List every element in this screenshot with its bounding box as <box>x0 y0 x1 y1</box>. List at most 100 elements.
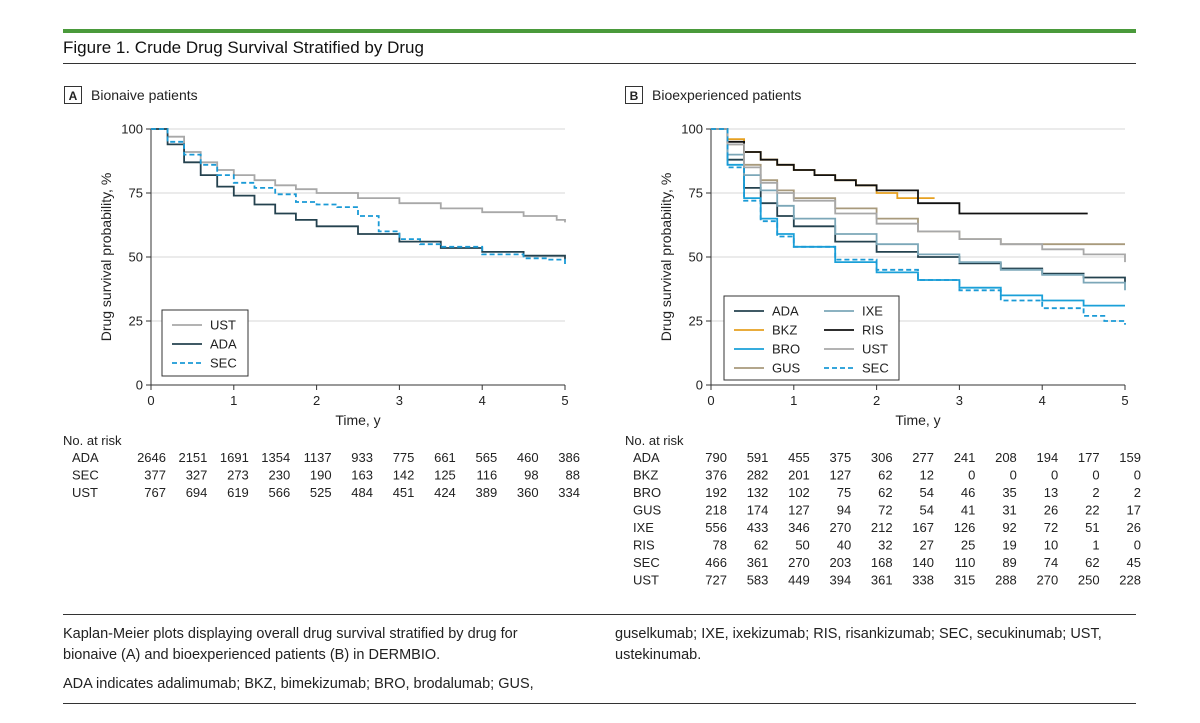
risk-cell: 270 <box>1036 573 1058 588</box>
caption-paragraph-1: Kaplan-Meier plots displaying overall dr… <box>63 626 518 663</box>
risk-cell: 282 <box>747 468 769 483</box>
y-tick-label: 75 <box>129 186 143 201</box>
x-tick-label: 1 <box>230 393 237 408</box>
risk-cell: 22 <box>1085 503 1099 518</box>
risk-cell: 451 <box>393 485 415 500</box>
risk-cell: 78 <box>713 538 727 553</box>
y-axis-label: Drug survival probability, % <box>658 173 674 342</box>
y-tick-label: 25 <box>689 314 703 329</box>
risk-row-label-ust: UST <box>633 573 659 588</box>
risk-cell: 775 <box>393 450 415 465</box>
y-tick-label: 0 <box>696 378 703 393</box>
risk-table-heading: No. at risk <box>63 433 122 448</box>
x-axis-label: Time, y <box>895 412 940 428</box>
risk-cell: 177 <box>1078 450 1100 465</box>
risk-cell: 270 <box>829 520 851 535</box>
risk-cell: 361 <box>747 555 769 570</box>
risk-cell: 54 <box>920 503 934 518</box>
risk-cell: 32 <box>878 538 892 553</box>
y-tick-label: 25 <box>129 314 143 329</box>
title-accent-bar <box>63 29 1136 33</box>
risk-cell: 159 <box>1119 450 1141 465</box>
risk-cell: 2151 <box>178 450 207 465</box>
risk-cell: 110 <box>955 555 976 570</box>
risk-cell: 74 <box>1044 555 1058 570</box>
series-line-sec <box>151 128 566 266</box>
risk-cell: 389 <box>475 485 497 500</box>
panel-b-letter: B <box>625 86 643 104</box>
risk-cell: 26 <box>1044 503 1058 518</box>
risk-cell: 346 <box>788 520 810 535</box>
risk-cell: 466 <box>705 555 727 570</box>
series-line-ixe <box>711 128 1126 291</box>
legend-label-ris: RIS <box>862 323 884 338</box>
panel-a-letter: A <box>64 86 82 104</box>
risk-cell: 386 <box>558 450 580 465</box>
risk-cell: 75 <box>837 485 851 500</box>
risk-cell: 72 <box>878 503 892 518</box>
risk-cell: 767 <box>144 485 166 500</box>
risk-cell: 41 <box>961 503 975 518</box>
risk-cell: 62 <box>1085 555 1099 570</box>
risk-row-label-gus: GUS <box>633 503 662 518</box>
risk-cell: 327 <box>186 468 208 483</box>
risk-cell: 35 <box>1002 485 1016 500</box>
risk-cell: 334 <box>558 485 580 500</box>
caption-column-2: guselkumab; IXE, ixekizumab; RIS, risank… <box>615 624 1135 674</box>
risk-cell: 50 <box>795 538 809 553</box>
risk-row-label-ust: UST <box>72 485 98 500</box>
risk-cell: 933 <box>351 450 373 465</box>
risk-cell: 565 <box>475 450 497 465</box>
risk-cell: 376 <box>705 468 727 483</box>
panel-b-header: B Bioexperienced patients <box>625 86 801 104</box>
caption-paragraph-3: guselkumab; IXE, ixekizumab; RIS, risank… <box>615 626 1102 663</box>
panel-a-header: A Bionaive patients <box>64 86 198 104</box>
risk-cell: 194 <box>1036 450 1058 465</box>
risk-cell: 190 <box>310 468 332 483</box>
risk-cell: 1691 <box>220 450 249 465</box>
risk-cell: 449 <box>788 573 810 588</box>
risk-cell: 192 <box>705 485 727 500</box>
risk-cell: 0 <box>1134 468 1141 483</box>
x-tick-label: 4 <box>1039 393 1046 408</box>
risk-cell: 126 <box>954 520 976 535</box>
risk-cell: 208 <box>995 450 1017 465</box>
risk-row-label-sec: SEC <box>72 468 99 483</box>
risk-cell: 375 <box>829 450 851 465</box>
risk-cell: 27 <box>920 538 934 553</box>
risk-row-label-sec: SEC <box>633 555 660 570</box>
risk-cell: 1354 <box>261 450 290 465</box>
risk-cell: 19 <box>1002 538 1016 553</box>
legend-box <box>161 309 249 377</box>
risk-cell: 17 <box>1127 503 1141 518</box>
risk-cell: 116 <box>476 468 497 483</box>
risk-cell: 102 <box>788 485 810 500</box>
panel-b-label: Bioexperienced patients <box>652 87 802 103</box>
risk-cell: 525 <box>310 485 332 500</box>
risk-cell: 174 <box>747 503 769 518</box>
y-axis-label: Drug survival probability, % <box>98 173 114 342</box>
legend-label-ixe: IXE <box>862 304 883 319</box>
risk-cell: 62 <box>754 538 768 553</box>
risk-cell: 424 <box>434 485 456 500</box>
series-line-ada <box>711 128 1126 283</box>
risk-cell: 2 <box>1092 485 1099 500</box>
risk-cell: 228 <box>1119 573 1141 588</box>
risk-cell: 433 <box>747 520 769 535</box>
legend-label-sec: SEC <box>862 361 889 376</box>
risk-cell: 1 <box>1092 538 1099 553</box>
x-tick-label: 0 <box>147 393 154 408</box>
y-tick-label: 50 <box>129 250 143 265</box>
legend-box <box>723 295 900 381</box>
caption-top-rule <box>63 614 1136 615</box>
figure-title: Figure 1. Crude Drug Survival Stratified… <box>63 38 424 57</box>
risk-row-label-ris: RIS <box>633 538 655 553</box>
risk-cell: 89 <box>1002 555 1016 570</box>
risk-cell: 13 <box>1044 485 1058 500</box>
legend-label-ust: UST <box>862 342 888 357</box>
risk-cell: 45 <box>1127 555 1141 570</box>
risk-cell: 94 <box>837 503 851 518</box>
risk-cell: 583 <box>747 573 769 588</box>
